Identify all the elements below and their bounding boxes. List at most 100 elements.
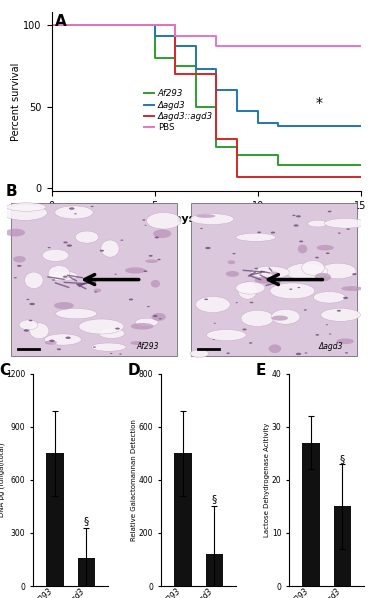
Circle shape: [47, 247, 50, 248]
Ellipse shape: [54, 302, 74, 309]
Ellipse shape: [135, 318, 158, 327]
Circle shape: [119, 353, 122, 355]
Bar: [191, 203, 357, 356]
Circle shape: [296, 353, 301, 355]
Circle shape: [63, 242, 68, 243]
Circle shape: [315, 257, 319, 258]
X-axis label: Days elapsed: Days elapsed: [165, 214, 247, 224]
Circle shape: [66, 337, 71, 339]
Ellipse shape: [130, 341, 144, 345]
Circle shape: [94, 291, 97, 292]
Ellipse shape: [272, 316, 288, 321]
Ellipse shape: [315, 273, 331, 282]
Ellipse shape: [55, 206, 93, 219]
Circle shape: [67, 245, 72, 247]
Text: E: E: [255, 363, 266, 378]
Circle shape: [57, 348, 61, 350]
Circle shape: [236, 302, 238, 303]
Ellipse shape: [325, 218, 366, 228]
Ellipse shape: [125, 267, 146, 274]
Ellipse shape: [227, 260, 235, 264]
Circle shape: [299, 240, 303, 242]
Circle shape: [204, 298, 208, 300]
Ellipse shape: [6, 228, 25, 236]
Circle shape: [297, 287, 300, 288]
Bar: [334, 507, 351, 586]
Text: §: §: [340, 454, 345, 464]
Circle shape: [292, 215, 296, 216]
Circle shape: [326, 324, 328, 325]
Circle shape: [343, 297, 348, 299]
Circle shape: [315, 334, 319, 335]
Circle shape: [149, 255, 153, 257]
Bar: [174, 453, 192, 586]
Ellipse shape: [207, 329, 246, 341]
Ellipse shape: [298, 245, 307, 254]
Ellipse shape: [320, 263, 356, 279]
Ellipse shape: [269, 344, 281, 353]
Ellipse shape: [302, 261, 324, 275]
Ellipse shape: [286, 263, 328, 280]
Bar: [206, 554, 223, 586]
Circle shape: [213, 339, 215, 340]
Circle shape: [346, 228, 350, 230]
Bar: [302, 443, 320, 586]
Text: *: *: [316, 96, 323, 110]
Circle shape: [14, 277, 17, 279]
Ellipse shape: [152, 313, 166, 321]
Text: §: §: [212, 494, 217, 504]
Circle shape: [338, 233, 341, 234]
Ellipse shape: [146, 212, 181, 229]
Circle shape: [153, 315, 158, 317]
Circle shape: [17, 265, 22, 267]
Circle shape: [249, 342, 252, 344]
Circle shape: [63, 276, 67, 277]
Circle shape: [294, 224, 298, 227]
Ellipse shape: [99, 328, 125, 338]
Circle shape: [155, 236, 159, 239]
Ellipse shape: [2, 205, 47, 220]
Circle shape: [24, 329, 29, 332]
Ellipse shape: [25, 272, 43, 288]
Circle shape: [74, 213, 77, 215]
Legend: Af293, Δagd3, Δagd3::agd3, PBS: Af293, Δagd3, Δagd3::agd3, PBS: [142, 88, 215, 133]
Circle shape: [159, 318, 162, 319]
Circle shape: [271, 231, 275, 234]
Ellipse shape: [101, 240, 119, 257]
Ellipse shape: [13, 256, 26, 263]
Circle shape: [200, 228, 203, 229]
Ellipse shape: [270, 283, 315, 299]
Circle shape: [49, 340, 54, 342]
Circle shape: [337, 310, 341, 312]
Circle shape: [328, 210, 332, 212]
Circle shape: [254, 268, 258, 270]
Ellipse shape: [190, 350, 209, 358]
Text: §: §: [84, 516, 89, 526]
Circle shape: [100, 250, 104, 252]
Circle shape: [250, 301, 254, 303]
Text: A: A: [54, 14, 66, 29]
Ellipse shape: [195, 297, 230, 313]
Circle shape: [296, 215, 301, 218]
Ellipse shape: [254, 277, 278, 283]
Ellipse shape: [145, 260, 158, 263]
Ellipse shape: [316, 245, 334, 251]
Bar: [46, 453, 64, 586]
Circle shape: [52, 279, 55, 280]
Circle shape: [110, 353, 113, 354]
Circle shape: [226, 352, 230, 354]
Circle shape: [158, 259, 161, 260]
Circle shape: [233, 253, 236, 254]
Circle shape: [142, 219, 145, 221]
Ellipse shape: [131, 323, 153, 329]
Circle shape: [120, 240, 123, 241]
Ellipse shape: [94, 288, 101, 292]
Circle shape: [29, 320, 32, 321]
Ellipse shape: [308, 220, 328, 227]
Ellipse shape: [19, 320, 38, 330]
Circle shape: [257, 231, 261, 233]
Ellipse shape: [342, 286, 363, 291]
Circle shape: [205, 247, 210, 249]
Text: C: C: [0, 363, 10, 378]
Ellipse shape: [48, 266, 70, 281]
